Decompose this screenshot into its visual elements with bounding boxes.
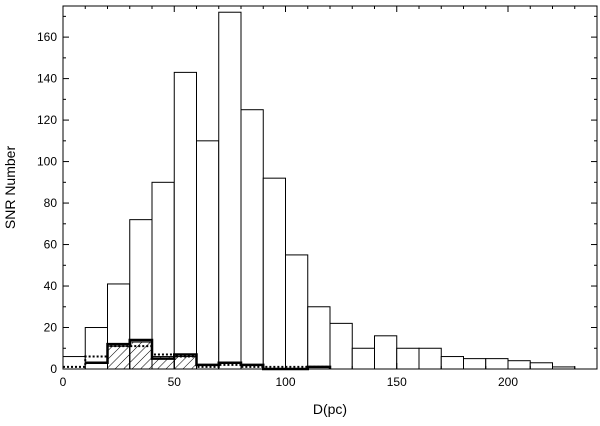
histogram-bar-16: [418, 347, 442, 370]
histogram-bar-6: [196, 140, 220, 370]
y-tick-label: 140: [37, 72, 57, 86]
histogram-bar-5: [173, 71, 197, 370]
histogram-bar-18: [463, 358, 487, 370]
y-tick-label: 80: [44, 196, 58, 210]
histogram-bar-7: [218, 11, 242, 370]
histogram-bar-20: [507, 360, 531, 370]
histogram-bar-17: [440, 356, 464, 370]
histogram-bar-8: [240, 109, 264, 370]
histogram-bar-9: [262, 177, 286, 370]
histogram-bar-12: [329, 322, 353, 370]
histogram-bar-0: [62, 356, 86, 370]
y-tick-label: 40: [44, 279, 58, 293]
histogram-bar-19: [485, 358, 509, 370]
histogram-bar-4: [151, 181, 175, 370]
dotted-step-line: [63, 345, 330, 368]
y-tick-label: 100: [37, 155, 57, 169]
x-tick-label: 0: [60, 375, 67, 389]
histogram-bar-15: [396, 347, 420, 370]
x-tick-label: 200: [498, 375, 518, 389]
y-axis-title: SNR Number: [2, 146, 18, 230]
ticks-layer: 0 50 100 150 200 0 20 40 60 80 100 120 140 160: [37, 6, 598, 389]
y-tick-label: 0: [50, 362, 57, 376]
y-tick-label: 20: [44, 321, 58, 335]
histogram-bar-11: [307, 306, 331, 370]
x-tick-label: 150: [387, 375, 407, 389]
histogram-bar-10: [285, 254, 309, 370]
y-tick-label: 60: [44, 238, 58, 252]
overlay-layer: [63, 338, 332, 371]
histogram-bar-21: [529, 362, 553, 370]
x-tick-label: 50: [168, 375, 182, 389]
hatched-bar-3: [173, 356, 197, 370]
hatched-bar-0: [107, 345, 131, 370]
y-tick-label: 120: [37, 113, 57, 127]
x-tick-label: 100: [275, 375, 295, 389]
histogram-bar-14: [374, 335, 398, 370]
histogram-bar-13: [351, 347, 375, 370]
x-axis-title: D(pc): [313, 401, 347, 417]
y-tick-label: 160: [37, 30, 57, 44]
hatched-bar-1: [129, 341, 153, 370]
bars-layer: [62, 11, 576, 370]
